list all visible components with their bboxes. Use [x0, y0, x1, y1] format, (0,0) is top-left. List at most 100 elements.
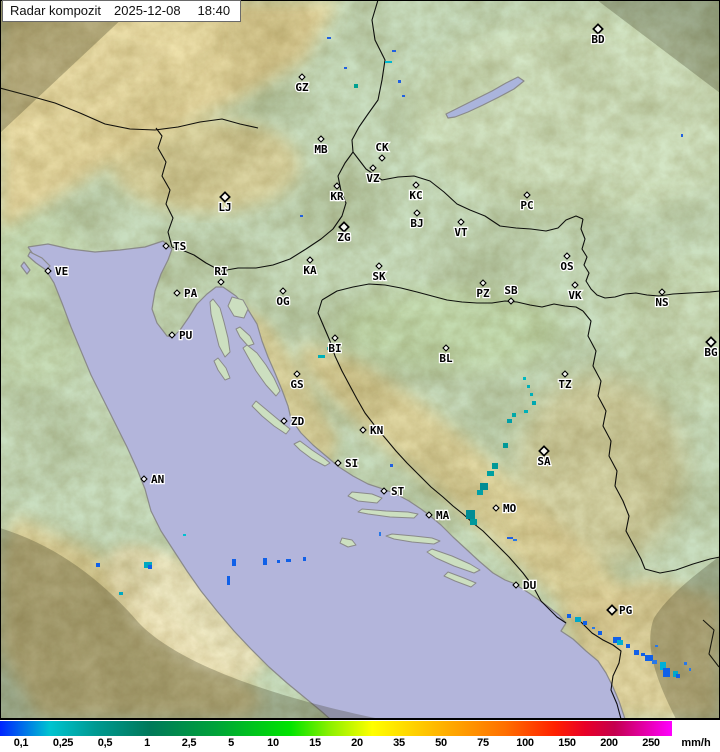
- station-label: ST: [391, 485, 405, 498]
- station-BI: BI: [327, 334, 343, 356]
- radar-echo: [681, 134, 683, 137]
- station-MO: MO: [492, 501, 518, 516]
- station-ST: ST: [380, 484, 406, 499]
- legend-tick: 50: [435, 737, 447, 749]
- station-ZD: ZD: [280, 414, 306, 429]
- station-label: MA: [436, 509, 450, 522]
- station-diamond-icon: [705, 336, 717, 348]
- station-AN: AN: [140, 472, 165, 487]
- station-label: PC: [520, 199, 533, 212]
- station-diamond-icon: [219, 191, 231, 203]
- station-VE: VE: [44, 264, 69, 279]
- station-label: BI: [328, 342, 341, 355]
- station-diamond-icon: [359, 426, 367, 434]
- station-label: TZ: [558, 378, 572, 391]
- radar-echo: [645, 655, 653, 661]
- station-label: SA: [537, 455, 551, 468]
- station-SI: SI: [334, 456, 359, 471]
- station-label: RI: [214, 265, 227, 278]
- legend-tick: 75: [477, 737, 489, 749]
- station-diamond-icon: [279, 287, 287, 295]
- station-label: VK: [568, 289, 582, 302]
- station-diamond-icon: [507, 297, 515, 305]
- radar-echo: [466, 510, 475, 519]
- radar-echo: [524, 410, 528, 413]
- station-VK: VK: [567, 281, 583, 303]
- radar-echo: [344, 67, 347, 69]
- station-diamond-icon: [280, 417, 288, 425]
- station-label: OG: [276, 295, 290, 308]
- station-label: SK: [372, 270, 386, 283]
- station-label: BG: [704, 346, 718, 359]
- station-BG: BG: [703, 336, 719, 360]
- station-diamond-icon: [44, 267, 52, 275]
- legend-tick: 0,25: [52, 737, 74, 749]
- radar-echo: [652, 660, 657, 664]
- station-diamond-icon: [162, 242, 170, 250]
- radar-echo: [575, 617, 581, 622]
- station-diamond-icon: [561, 370, 569, 378]
- station-OG: OG: [275, 287, 291, 309]
- station-SA: SA: [536, 445, 552, 469]
- station-diamond-icon: [442, 344, 450, 352]
- radar-echo: [286, 559, 291, 562]
- radar-echo: [487, 471, 494, 476]
- station-label: KR: [330, 190, 344, 203]
- station-CK: CK: [374, 140, 390, 162]
- station-diamond-icon: [523, 191, 531, 199]
- station-label: PZ: [476, 287, 490, 300]
- station-diamond-icon: [380, 487, 388, 495]
- station-diamond-icon: [658, 288, 666, 296]
- station-diamond-icon: [378, 154, 386, 162]
- app-title: Radar kompozit: [10, 3, 102, 18]
- station-diamond-icon: [412, 181, 420, 189]
- radar-echo: [470, 519, 477, 525]
- title-bar: Radar kompozit 2025-12-08 18:40: [2, 0, 242, 22]
- legend: 0,1 0,25 0,5 1 2,5 5 10 15 20 35 50 75 100 150 200 250 …: [0, 719, 720, 751]
- radar-echo: [655, 645, 658, 647]
- station-label: OS: [560, 260, 573, 273]
- legend-tick: 250: [642, 737, 660, 749]
- station-label: ZG: [337, 231, 351, 244]
- legend-tick: 20: [351, 737, 363, 749]
- radar-echo: [513, 539, 517, 541]
- radar-echo: [232, 559, 236, 566]
- map-canvas: GZ BD MB CK VZ KR KC PC LJ VT BJ ZG TS OS VE RI KA SK PA PZ…: [0, 0, 720, 719]
- station-label: MB: [314, 143, 328, 156]
- station-label: TS: [173, 240, 186, 253]
- station-PZ: PZ: [475, 279, 491, 301]
- station-markers: GZ BD MB CK VZ KR KC PC LJ VT BJ ZG TS OS VE RI KA SK PA PZ…: [44, 23, 719, 618]
- station-OS: OS: [559, 252, 575, 274]
- radar-echo: [263, 558, 267, 565]
- station-diamond-icon: [592, 23, 604, 35]
- radar-echo: [592, 627, 595, 629]
- station-ZG: ZG: [336, 221, 352, 245]
- station-TS: TS: [162, 239, 187, 254]
- date-label: 2025-12-08: [114, 3, 181, 18]
- station-diamond-icon: [369, 164, 377, 172]
- station-label: ZD: [291, 415, 305, 428]
- radar-echo: [327, 347, 331, 350]
- station-BJ: BJ: [409, 209, 425, 231]
- station-VZ: VZ: [365, 164, 381, 186]
- station-label: SI: [345, 457, 358, 470]
- station-label: LJ: [218, 201, 231, 214]
- station-PA: PA: [173, 286, 199, 301]
- station-KN: KN: [359, 423, 384, 438]
- station-diamond-icon: [168, 331, 176, 339]
- radar-echo: [119, 592, 123, 595]
- station-diamond-icon: [173, 289, 181, 297]
- station-diamond-icon: [606, 604, 618, 616]
- legend-tick: 1: [144, 737, 150, 749]
- legend-tick: 15: [309, 737, 321, 749]
- radar-echo: [390, 464, 393, 467]
- station-GS: GS: [289, 370, 305, 392]
- station-label: PA: [184, 287, 198, 300]
- legend-tick: 0,1: [13, 737, 29, 749]
- radar-echo: [660, 662, 666, 670]
- radar-echo: [684, 662, 687, 665]
- station-KC: KC: [408, 181, 424, 203]
- radar-echo: [148, 565, 152, 569]
- station-diamond-icon: [298, 73, 306, 81]
